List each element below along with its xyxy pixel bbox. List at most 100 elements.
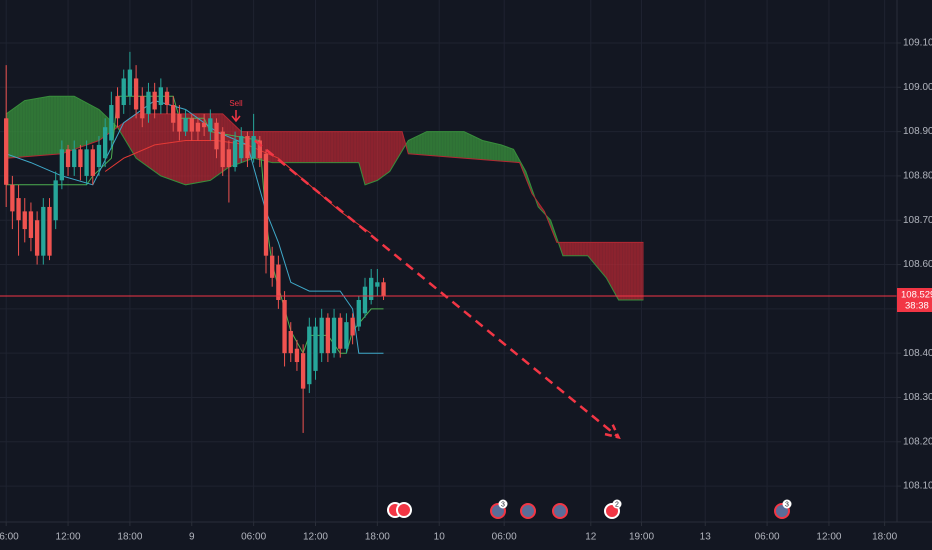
x-tick-label: 13 bbox=[700, 532, 712, 543]
candle-body bbox=[245, 136, 250, 159]
cloud-fill bbox=[562, 242, 565, 256]
sell-marker bbox=[231, 110, 241, 123]
cloud-fill bbox=[337, 131, 339, 163]
cloud-fill bbox=[641, 242, 644, 300]
cloud-fill bbox=[162, 113, 165, 178]
cloud-fill bbox=[123, 121, 126, 141]
cloud-fill bbox=[445, 131, 448, 157]
cloud-fill bbox=[21, 101, 24, 157]
candle-body bbox=[133, 78, 139, 110]
cloud-fill bbox=[315, 131, 318, 163]
cloud-fill bbox=[47, 96, 50, 155]
cloud-fill bbox=[572, 242, 575, 256]
cloud-fill bbox=[626, 242, 629, 300]
cloud-fill bbox=[569, 242, 571, 256]
cloud-fill bbox=[24, 100, 27, 157]
event-icon[interactable] bbox=[396, 502, 412, 518]
cloud-fill bbox=[448, 131, 451, 158]
cloud-fill bbox=[487, 141, 490, 161]
y-tick-label: 108.700 bbox=[903, 215, 932, 226]
event-icon[interactable] bbox=[552, 503, 568, 519]
cloud-fill bbox=[603, 242, 606, 276]
y-tick-label: 108.900 bbox=[903, 126, 932, 137]
badge bbox=[612, 499, 622, 509]
cloud-fill bbox=[44, 96, 47, 156]
axes: 108.100108.200108.300108.400108.500108.6… bbox=[0, 38, 932, 543]
cloud-fill bbox=[450, 131, 452, 158]
cloud-fill bbox=[375, 131, 378, 181]
cloud-fill bbox=[323, 131, 326, 163]
candle-body bbox=[307, 326, 312, 385]
cloud-fill bbox=[383, 131, 386, 176]
cloud-fill bbox=[313, 131, 316, 163]
cloud-fill bbox=[440, 131, 443, 157]
cloud-fill bbox=[298, 131, 301, 163]
cloud-fill bbox=[363, 131, 366, 185]
cloud-fill bbox=[510, 148, 513, 163]
cloud-fill bbox=[593, 242, 596, 265]
cloud-fill bbox=[374, 131, 377, 182]
cloud-fill bbox=[61, 96, 64, 154]
x-tick-label: 9 bbox=[189, 532, 195, 543]
cloud-fill bbox=[301, 131, 304, 163]
cloud-fill bbox=[49, 96, 52, 155]
candle-body bbox=[171, 105, 176, 123]
candle-body bbox=[90, 149, 95, 176]
cloud-fill bbox=[610, 242, 613, 289]
cloud-fill bbox=[406, 140, 409, 154]
cloud-fill bbox=[68, 96, 70, 152]
cloud-fill bbox=[627, 242, 630, 300]
cloud-fill bbox=[615, 242, 618, 298]
candle-body bbox=[195, 122, 201, 132]
overlays: Sell bbox=[0, 99, 897, 440]
cloud-fill bbox=[63, 96, 66, 154]
candle-body bbox=[78, 149, 83, 168]
cloud-fill bbox=[573, 242, 576, 256]
cloud-fill bbox=[578, 242, 581, 256]
candle-body bbox=[72, 149, 77, 168]
cloud-fill bbox=[566, 242, 568, 256]
indicator-line bbox=[6, 95, 384, 355]
span-a bbox=[5, 95, 644, 301]
cloud-fill bbox=[41, 97, 44, 156]
cloud-fill bbox=[320, 131, 322, 163]
cloud-fill bbox=[201, 113, 203, 183]
candle-body bbox=[331, 317, 337, 354]
cloud-fill bbox=[451, 131, 454, 158]
x-tick-label: 06:00 bbox=[492, 532, 517, 543]
cloud-fill bbox=[604, 242, 607, 278]
cloud-fill bbox=[618, 242, 621, 300]
candle-body bbox=[10, 184, 15, 212]
cloud-fill bbox=[397, 131, 400, 159]
cloud-fill bbox=[358, 131, 361, 169]
cloud-fill bbox=[474, 136, 477, 160]
cloud-fill bbox=[606, 242, 609, 281]
cloud-fill bbox=[304, 131, 307, 163]
cloud-fill bbox=[420, 133, 423, 155]
cloud-fill bbox=[279, 131, 282, 163]
cloud-fill bbox=[309, 131, 312, 163]
cloud-fill bbox=[83, 101, 86, 147]
cloud-fill bbox=[485, 141, 488, 161]
cloud-fill bbox=[446, 131, 449, 157]
y-tick-label: 108.100 bbox=[903, 481, 932, 492]
cloud-fill bbox=[426, 131, 429, 156]
cloud-fill bbox=[300, 131, 302, 163]
cloud-fill bbox=[388, 131, 391, 173]
cloud-fill bbox=[607, 242, 610, 284]
cloud-fill bbox=[499, 144, 502, 162]
candle-body bbox=[276, 264, 281, 300]
cloud-fill bbox=[579, 242, 582, 256]
cloud-fill bbox=[584, 242, 587, 256]
cloud-fill bbox=[395, 131, 398, 162]
cloud-fill bbox=[507, 147, 510, 162]
cloud-fill bbox=[139, 113, 142, 162]
cloud-fill bbox=[386, 131, 389, 174]
cloud-fill bbox=[165, 113, 168, 179]
cloud-fill bbox=[284, 131, 287, 163]
candle-body bbox=[201, 122, 207, 128]
cloud-fill bbox=[501, 144, 503, 162]
cloud-fill bbox=[122, 122, 125, 138]
event-icon[interactable] bbox=[520, 503, 536, 519]
cloud-fill bbox=[468, 133, 471, 159]
